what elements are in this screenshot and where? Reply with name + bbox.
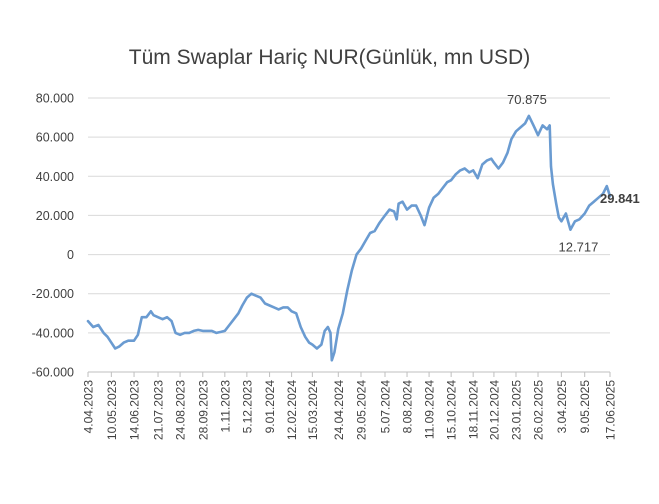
- x-tick-label: 24.08.2023: [174, 380, 188, 440]
- y-tick-label: 20.000: [36, 209, 74, 223]
- y-tick-label: 80.000: [36, 92, 74, 106]
- data-label: 70.875: [507, 92, 547, 107]
- x-tick-label: 11.09.2024: [423, 380, 437, 439]
- x-tick-label: 9.01.2024: [263, 380, 277, 434]
- x-tick-label: 5.12.2023: [240, 380, 254, 434]
- x-tick-label: 15.10.2024: [445, 380, 459, 440]
- x-axis: 4.04.2023 10.05.2023 14.06.2023 21.07.2023 2…: [82, 371, 618, 440]
- gridlines: [88, 97, 610, 373]
- x-tick-label: 12.02.2024: [285, 380, 299, 440]
- x-tick-label: 14.06.2023: [128, 380, 142, 440]
- y-tick-label: -40.000: [32, 326, 74, 340]
- x-tick-label: 26.02.2025: [532, 380, 546, 440]
- x-tick-label: 5.07.2024: [378, 380, 392, 434]
- x-tick-label: 18.11.2024: [467, 380, 481, 439]
- x-tick-label: 4.04.2023: [82, 380, 96, 434]
- x-tick-label: 10.05.2023: [105, 380, 119, 440]
- series-line: [86, 114, 612, 362]
- x-tick-label: 1.11.2023: [218, 380, 232, 433]
- data-label: 29.841: [600, 191, 640, 206]
- x-tick-label: 24.04.2024: [332, 380, 346, 440]
- x-tick-label: 23.01.2025: [509, 380, 523, 440]
- x-tick-label: 17.06.2025: [604, 380, 618, 440]
- y-tick-label: 60.000: [36, 131, 74, 145]
- chart-title: Tüm Swaplar Hariç NUR(Günlük, mn USD): [128, 46, 531, 69]
- y-tick-label: -20.000: [32, 287, 74, 301]
- y-axis-tick-labels: 80.000 60.000 40.000 20.000 0 -20.000 -40.000 -…: [32, 92, 74, 380]
- y-tick-label: 0: [67, 248, 74, 262]
- x-tick-label: 21.07.2023: [152, 380, 166, 440]
- series-line-group: [86, 114, 612, 362]
- x-tick-label: 29.05.2024: [354, 380, 368, 440]
- data-annotations: 70.875 12.717 29.841: [507, 92, 640, 255]
- x-tick-label: 9.05.2025: [578, 380, 592, 434]
- y-tick-label: -60.000: [32, 366, 74, 380]
- x-tick-label: 15.03.2024: [306, 380, 320, 440]
- x-tick-label: 20.12.2024: [487, 380, 501, 440]
- y-tick-label: 40.000: [36, 170, 74, 184]
- x-tick-label: 28.09.2023: [196, 380, 210, 440]
- x-tick-label: 8.08.2024: [401, 380, 415, 434]
- data-label: 12.717: [559, 240, 599, 255]
- x-tick-label: 3.04.2025: [555, 380, 569, 434]
